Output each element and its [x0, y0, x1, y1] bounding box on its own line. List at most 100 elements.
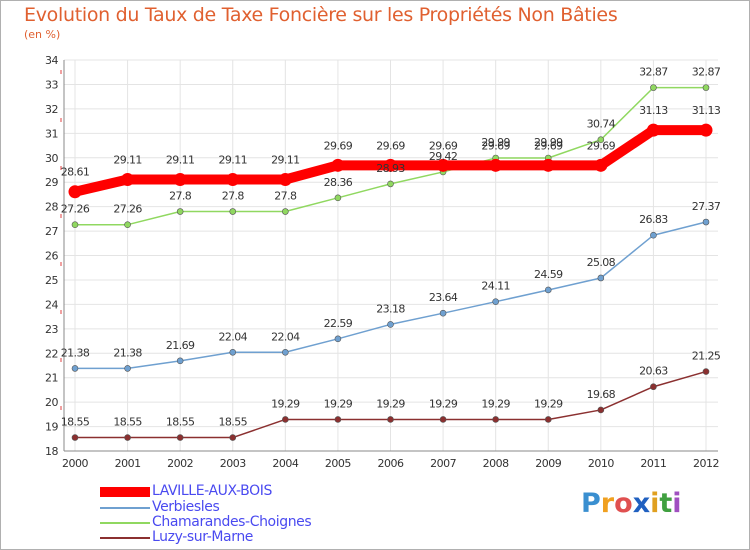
data-point — [124, 221, 131, 229]
data-point — [492, 416, 499, 423]
data-label: 23.18 — [376, 302, 405, 315]
data-label: 27.8 — [222, 190, 245, 203]
legend-label-luzy: Luzy-sur-Marne — [152, 529, 253, 545]
legend-swatch-laville — [100, 487, 150, 497]
legend-label-chamarandes: Chamarandes-Choignes — [152, 514, 312, 530]
y-tick-label: 19 — [45, 421, 58, 434]
data-point — [334, 194, 342, 202]
logo-letter: t — [659, 488, 673, 519]
data-label: 24.11 — [481, 280, 510, 293]
data-label: 31.13 — [639, 104, 668, 117]
y-tick-label: 26 — [45, 250, 58, 263]
data-point — [176, 357, 184, 365]
data-point — [334, 335, 342, 343]
data-point — [121, 172, 135, 186]
data-point — [331, 158, 345, 172]
data-point — [229, 434, 237, 441]
data-label: 24.59 — [534, 268, 563, 281]
data-label: 21.25 — [692, 350, 721, 363]
data-label: 19.68 — [587, 388, 616, 401]
data-point — [387, 180, 394, 188]
x-tick-label: 2006 — [378, 457, 404, 470]
data-label: 22.59 — [324, 317, 353, 330]
data-label: 19.29 — [429, 397, 458, 410]
data-point — [650, 383, 657, 391]
y-tick-label: 23 — [45, 323, 58, 336]
data-label: 29.69 — [429, 139, 458, 152]
data-point — [541, 158, 555, 172]
y-tick-label: 22 — [45, 347, 58, 360]
y-tick-label: 18 — [45, 445, 58, 458]
data-label: 19.29 — [534, 397, 563, 410]
x-tick-label: 2010 — [588, 457, 614, 470]
data-label: 18.55 — [61, 416, 90, 429]
x-tick-label: 2000 — [62, 457, 88, 470]
data-label: 29.69 — [376, 139, 405, 152]
data-label: 29.11 — [271, 153, 300, 166]
data-label: 32.87 — [692, 66, 721, 79]
data-label: 20.63 — [639, 365, 668, 378]
data-label: 29.99 — [534, 136, 563, 149]
data-point — [439, 416, 447, 423]
data-point — [173, 172, 187, 186]
data-point — [71, 365, 79, 372]
data-label: 28.93 — [376, 162, 405, 175]
data-label: 19.29 — [324, 397, 353, 410]
data-label: 22.04 — [219, 330, 248, 343]
chart-title: Evolution du Taux de Taxe Foncière sur l… — [24, 4, 618, 26]
y-tick-label: 21 — [45, 372, 58, 385]
data-label: 27.26 — [61, 203, 90, 216]
data-point — [176, 434, 184, 441]
x-tick-label: 2009 — [535, 457, 561, 470]
data-label: 18.55 — [219, 416, 248, 429]
data-point — [702, 84, 710, 91]
data-label: 29.99 — [481, 136, 510, 149]
unit-label: (en %) — [24, 28, 61, 41]
data-label: 19.29 — [271, 397, 300, 410]
data-point — [436, 158, 450, 172]
data-point — [646, 123, 660, 137]
proxiti-logo: Proxiti — [581, 488, 682, 519]
legend-label-laville: LAVILLE-AUX-BOIS — [152, 483, 272, 499]
data-label: 27.8 — [169, 190, 192, 203]
data-point — [68, 185, 82, 199]
data-point — [229, 348, 237, 356]
data-point — [597, 136, 605, 143]
data-label: 29.11 — [166, 153, 195, 166]
data-label: 27.26 — [113, 203, 142, 216]
data-point — [282, 208, 289, 215]
y-tick-label: 34 — [45, 54, 58, 67]
data-label: 21.69 — [166, 339, 195, 352]
data-point — [282, 348, 289, 356]
data-point — [650, 84, 657, 91]
logo-letter: o — [614, 488, 633, 519]
data-point — [699, 123, 713, 137]
data-label: 27.37 — [692, 200, 721, 213]
data-point — [544, 286, 552, 294]
legend-swatch-luzy — [100, 537, 150, 539]
x-tick-label: 2012 — [693, 457, 719, 470]
x-tick-label: 2003 — [220, 457, 246, 470]
y-tick-label: 31 — [45, 127, 58, 140]
data-label: 29.69 — [534, 139, 563, 152]
y-tick-label: 20 — [45, 396, 58, 409]
logo-letter: P — [581, 488, 601, 519]
x-tick-label: 2004 — [272, 457, 298, 470]
data-point — [124, 434, 131, 441]
x-tick-label: 2007 — [430, 457, 456, 470]
data-point — [334, 416, 342, 423]
data-point — [650, 231, 657, 239]
logo-letter: r — [600, 488, 615, 519]
data-point — [597, 274, 605, 282]
legend-swatch-chamarandes — [100, 522, 150, 524]
data-label: 23.64 — [429, 291, 458, 304]
data-point — [702, 218, 710, 226]
data-point — [439, 309, 447, 317]
legend-swatch-verbiesles — [100, 507, 150, 509]
data-point — [124, 365, 131, 372]
data-point — [597, 406, 605, 414]
data-label: 26.83 — [639, 213, 668, 226]
y-tick-label: 33 — [45, 78, 58, 91]
data-point — [282, 416, 289, 423]
y-tick-label: 28 — [45, 201, 58, 214]
